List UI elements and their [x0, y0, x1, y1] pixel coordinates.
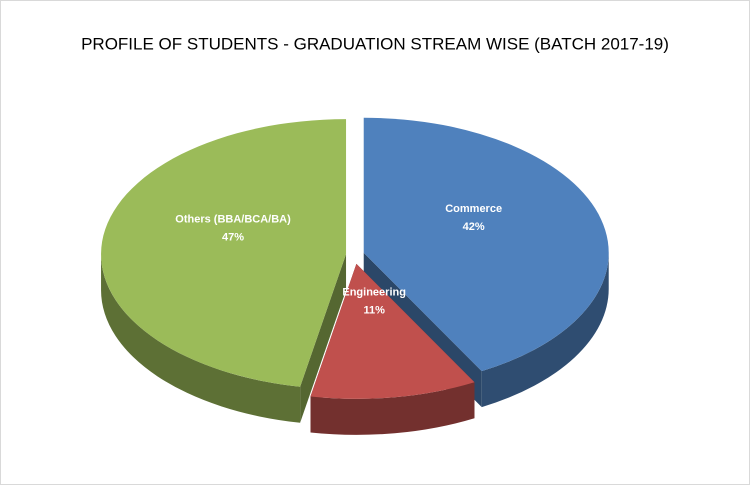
slice-side	[481, 252, 609, 408]
slice	[101, 119, 347, 387]
slice-value-label: 42%	[463, 221, 485, 233]
slice-label: Others (BBA/BCA/BA)	[175, 214, 291, 226]
slice-wall	[300, 254, 347, 423]
slice-side	[310, 382, 475, 435]
pie-labels: Commerce 42% Engineering 11% Others (BBA/BCA…	[175, 203, 502, 316]
slice-side	[101, 254, 301, 423]
slice-label: Commerce	[445, 203, 502, 215]
slice-value-label: 47%	[222, 232, 244, 244]
chart-title: PROFILE OF STUDENTS - GRADUATION STREAM …	[81, 34, 669, 53]
slice-value-label: 11%	[363, 305, 385, 317]
slice-label: Engineering	[342, 287, 406, 299]
slice	[310, 263, 475, 399]
slice	[363, 117, 609, 372]
pie-tops	[101, 117, 609, 399]
